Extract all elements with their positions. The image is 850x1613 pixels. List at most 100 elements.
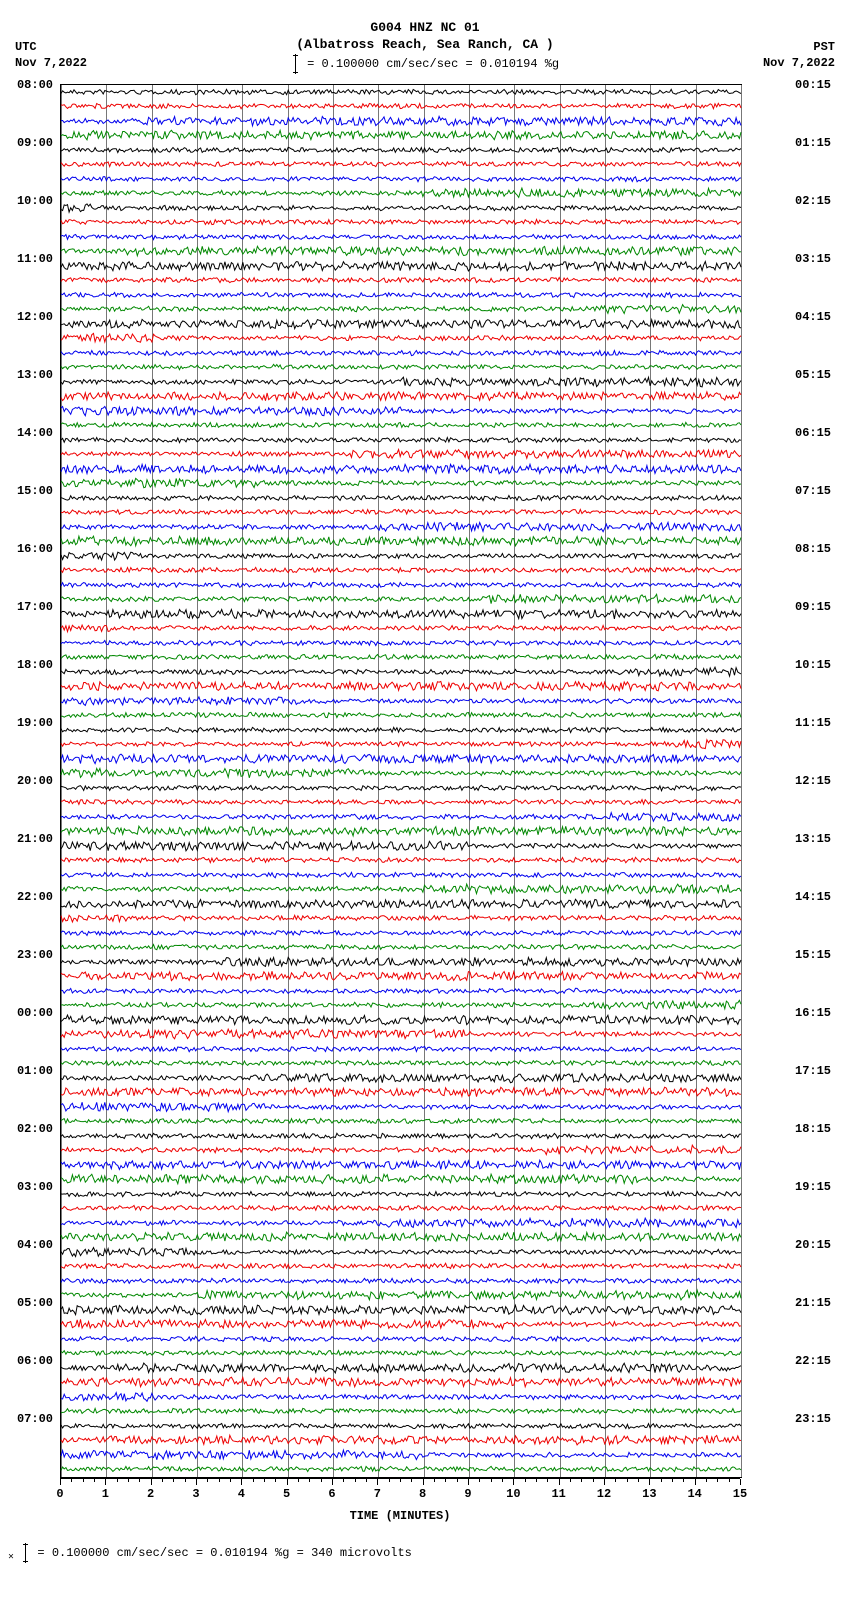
- left-hour-label: 16:00: [17, 542, 53, 556]
- xtick-minor: [683, 1479, 684, 1482]
- xtick-minor: [173, 1479, 174, 1482]
- footer: × = 0.100000 cm/sec/sec = 0.010194 %g = …: [8, 1543, 850, 1564]
- xtick-minor: [298, 1479, 299, 1482]
- footer-scale-bar-icon: [25, 1543, 26, 1563]
- xtick-minor: [264, 1479, 265, 1482]
- right-hour-label: 17:15: [795, 1064, 831, 1078]
- xtick-minor: [445, 1479, 446, 1482]
- xtick-minor: [491, 1479, 492, 1482]
- xtick-minor: [457, 1479, 458, 1482]
- xtick-minor: [627, 1479, 628, 1482]
- tz-right-block: PST Nov 7,2022: [763, 40, 835, 71]
- left-hour-label: 03:00: [17, 1180, 53, 1194]
- scale-bar-icon: [295, 54, 296, 74]
- right-hour-label: 00:15: [795, 78, 831, 92]
- xtick-major: [377, 1479, 378, 1485]
- station-location: (Albatross Reach, Sea Ranch, CA ): [0, 37, 850, 54]
- xtick-major: [468, 1479, 469, 1485]
- right-hour-label: 21:15: [795, 1296, 831, 1310]
- xtick-minor: [570, 1479, 571, 1482]
- right-hour-label: 16:15: [795, 1006, 831, 1020]
- xtick-major: [423, 1479, 424, 1485]
- left-hour-label: 10:00: [17, 194, 53, 208]
- xtick-minor: [389, 1479, 390, 1482]
- right-hour-label: 23:15: [795, 1412, 831, 1426]
- xtick-major: [740, 1479, 741, 1485]
- xtick-major: [649, 1479, 650, 1485]
- xtick-major: [60, 1479, 61, 1485]
- xtick-minor: [581, 1479, 582, 1482]
- xtick-minor: [83, 1479, 84, 1482]
- footer-sub: ×: [8, 1552, 14, 1563]
- xtick-minor: [434, 1479, 435, 1482]
- xtick-minor: [547, 1479, 548, 1482]
- left-hour-label: 12:00: [17, 310, 53, 324]
- right-hour-label: 11:15: [795, 716, 831, 730]
- left-hour-label: 13:00: [17, 368, 53, 382]
- right-hour-label: 22:15: [795, 1354, 831, 1368]
- right-hour-label: 15:15: [795, 948, 831, 962]
- left-hour-label: 20:00: [17, 774, 53, 788]
- xtick-minor: [479, 1479, 480, 1482]
- left-hour-label: 19:00: [17, 716, 53, 730]
- tz-left-name: UTC: [15, 40, 87, 56]
- left-hour-label: 00:00: [17, 1006, 53, 1020]
- xtick-minor: [275, 1479, 276, 1482]
- xtick-minor: [717, 1479, 718, 1482]
- helicorder-plot: [60, 84, 742, 1478]
- left-hour-label: 14:00: [17, 426, 53, 440]
- xtick-minor: [366, 1479, 367, 1482]
- left-hour-label: 18:00: [17, 658, 53, 672]
- xtick-label: 9: [464, 1487, 471, 1501]
- xtick-minor: [536, 1479, 537, 1482]
- right-hour-label: 04:15: [795, 310, 831, 324]
- left-hour-label: 04:00: [17, 1238, 53, 1252]
- xtick-label: 13: [642, 1487, 656, 1501]
- right-hour-label: 02:15: [795, 194, 831, 208]
- xtick-minor: [343, 1479, 344, 1482]
- seismogram-container: UTC Nov 7,2022 PST Nov 7,2022 G004 HNZ N…: [0, 0, 850, 1563]
- right-hour-label: 10:15: [795, 658, 831, 672]
- xtick-label: 7: [374, 1487, 381, 1501]
- x-axis: 0123456789101112131415 TIME (MINUTES): [60, 1478, 740, 1518]
- xtick-minor: [128, 1479, 129, 1482]
- left-hour-label: 22:00: [17, 890, 53, 904]
- xtick-major: [695, 1479, 696, 1485]
- xtick-minor: [94, 1479, 95, 1482]
- xtick-label: 5: [283, 1487, 290, 1501]
- left-hour-label: 21:00: [17, 832, 53, 846]
- xtick-minor: [661, 1479, 662, 1482]
- xtick-minor: [71, 1479, 72, 1482]
- xtick-major: [105, 1479, 106, 1485]
- right-hour-labels: 00:1501:1502:1503:1504:1505:1506:1507:15…: [793, 84, 838, 1476]
- left-hour-label: 15:00: [17, 484, 53, 498]
- xtick-minor: [400, 1479, 401, 1482]
- right-hour-label: 01:15: [795, 136, 831, 150]
- right-hour-label: 18:15: [795, 1122, 831, 1136]
- xtick-minor: [207, 1479, 208, 1482]
- tz-right-name: PST: [763, 40, 835, 56]
- xtick-minor: [502, 1479, 503, 1482]
- xtick-major: [151, 1479, 152, 1485]
- xtick-label: 1: [102, 1487, 109, 1501]
- xtick-label: 8: [419, 1487, 426, 1501]
- xtick-minor: [615, 1479, 616, 1482]
- xtick-minor: [593, 1479, 594, 1482]
- right-hour-label: 09:15: [795, 600, 831, 614]
- xtick-minor: [162, 1479, 163, 1482]
- left-hour-label: 23:00: [17, 948, 53, 962]
- xtick-minor: [729, 1479, 730, 1482]
- xtick-label: 6: [328, 1487, 335, 1501]
- station-title: G004 HNZ NC 01: [0, 20, 850, 37]
- left-hour-label: 17:00: [17, 600, 53, 614]
- xtick-label: 11: [551, 1487, 565, 1501]
- tz-left-block: UTC Nov 7,2022: [15, 40, 87, 71]
- left-hour-label: 06:00: [17, 1354, 53, 1368]
- plot-wrap: 08:0009:0010:0011:0012:0013:0014:0015:00…: [60, 84, 790, 1478]
- xtick-minor: [253, 1479, 254, 1482]
- xtick-label: 2: [147, 1487, 154, 1501]
- xtick-minor: [219, 1479, 220, 1482]
- header-scale-text: = 0.100000 cm/sec/sec = 0.010194 %g: [307, 57, 559, 71]
- xtick-label: 14: [687, 1487, 701, 1501]
- xtick-minor: [321, 1479, 322, 1482]
